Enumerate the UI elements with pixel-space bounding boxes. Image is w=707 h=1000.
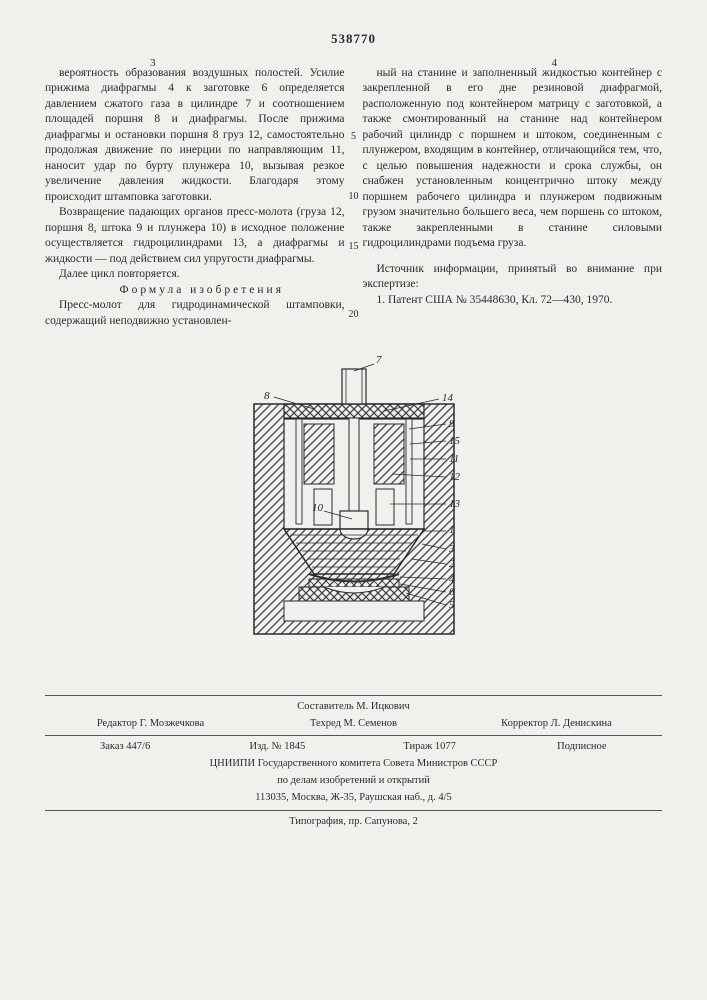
- organization-line: ЦНИИПИ Государственного комитета Совета …: [45, 756, 662, 773]
- page-number-right: 4: [552, 56, 558, 71]
- svg-text:1: 1: [449, 524, 455, 536]
- svg-text:2: 2: [449, 558, 455, 570]
- svg-text:7: 7: [376, 354, 382, 366]
- address-line: 113035, Москва, Ж-35, Раушская наб., д. …: [45, 790, 662, 807]
- left-column: вероятность образования воздушных полост…: [45, 66, 345, 330]
- svg-text:14: 14: [442, 392, 454, 404]
- typography-line: Типография, пр. Сапунова, 2: [45, 814, 662, 831]
- compiler-line: Составитель М. Ицкович: [45, 699, 662, 716]
- body-paragraph: Возвращение падающих органов пресс-молот…: [45, 205, 345, 267]
- figure: 7 8 14 9 15 11 12 13 10 1 3 2 4 6 5: [45, 349, 662, 665]
- order-number: Заказ 447/6: [49, 739, 201, 756]
- line-number: 15: [349, 240, 359, 254]
- svg-text:6: 6: [449, 586, 455, 598]
- subscription: Подписное: [506, 739, 658, 756]
- svg-text:15: 15: [449, 435, 461, 447]
- issue-number: Изд. № 1845: [201, 739, 353, 756]
- svg-text:8: 8: [264, 390, 270, 402]
- body-paragraph: Пресс-молот для гидродинамической штампо…: [45, 298, 345, 329]
- formula-heading: Формула изобретения: [45, 283, 345, 299]
- page-number-left: 3: [150, 56, 156, 71]
- svg-text:9: 9: [449, 418, 455, 430]
- print-info-row: Заказ 447/6 Изд. № 1845 Тираж 1077 Подпи…: [45, 739, 662, 756]
- tirage: Тираж 1077: [354, 739, 506, 756]
- svg-text:12: 12: [449, 471, 461, 483]
- body-paragraph: вероятность образования воздушных полост…: [45, 66, 345, 206]
- body-paragraph: 1. Патент США № 35448630, Кл. 72—430, 19…: [363, 293, 663, 309]
- svg-text:13: 13: [449, 498, 461, 510]
- patent-number: 538770: [45, 30, 662, 48]
- line-number: 5: [351, 130, 356, 144]
- body-paragraph: Источник информации, принятый во внимани…: [363, 262, 663, 293]
- press-hammer-diagram: 7 8 14 9 15 11 12 13 10 1 3 2 4 6 5: [214, 349, 494, 659]
- svg-text:5: 5: [449, 599, 455, 611]
- body-paragraph: Далее цикл повторяется.: [45, 267, 345, 283]
- svg-text:11: 11: [449, 453, 459, 465]
- body-paragraph: ный на станине и заполненный жидкостью к…: [363, 66, 663, 252]
- corrector: Корректор Л. Денискина: [455, 716, 658, 733]
- editor: Редактор Г. Мозжечкова: [49, 716, 252, 733]
- svg-text:10: 10: [312, 502, 324, 514]
- colophon-block: Составитель М. Ицкович Редактор Г. Мозже…: [45, 695, 662, 831]
- line-number: 20: [349, 308, 359, 322]
- signatories-row: Редактор Г. Мозжечкова Техред М. Семенов…: [45, 716, 662, 733]
- svg-text:4: 4: [449, 573, 455, 585]
- line-number: 10: [349, 190, 359, 204]
- organization-line: по делам изобретений и открытий: [45, 773, 662, 790]
- techred: Техред М. Семенов: [252, 716, 455, 733]
- right-column: ный на станине и заполненный жидкостью к…: [363, 66, 663, 330]
- svg-text:3: 3: [448, 543, 455, 555]
